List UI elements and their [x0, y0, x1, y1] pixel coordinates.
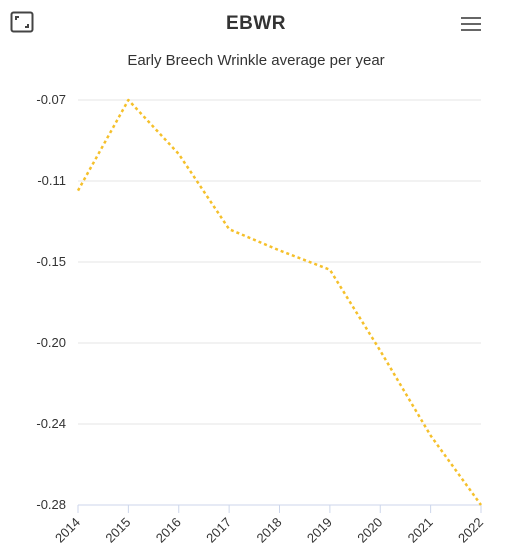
x-tick-label: 2016: [153, 515, 184, 546]
data-point[interactable]: [174, 149, 184, 159]
data-point[interactable]: [224, 224, 234, 234]
data-point[interactable]: [275, 245, 285, 255]
hamburger-menu-icon[interactable]: [459, 14, 485, 36]
data-point[interactable]: [476, 500, 486, 510]
data-point[interactable]: [73, 186, 83, 196]
x-tick-label: 2020: [354, 515, 385, 546]
data-point[interactable]: [325, 265, 335, 275]
data-point[interactable]: [123, 95, 133, 105]
y-tick-label: -0.20: [36, 335, 66, 350]
chart-subtitle: Early Breech Wrinkle average per year: [127, 52, 385, 69]
x-tick-label: 2021: [405, 515, 436, 546]
x-tick-label: 2015: [102, 515, 133, 546]
x-tick-label: 2019: [304, 515, 335, 546]
data-point[interactable]: [375, 346, 385, 356]
x-tick-label: 2017: [203, 515, 234, 546]
series-line[interactable]: [76, 98, 483, 506]
y-tick-label: -0.24: [36, 416, 66, 431]
data-point[interactable]: [426, 431, 436, 441]
x-tick-label: 2022: [455, 515, 486, 546]
chart-title: EBWR: [225, 13, 287, 34]
x-tick-label: 2014: [52, 515, 83, 546]
expand-icon[interactable]: [10, 11, 34, 33]
x-tick-label: 2018: [254, 515, 285, 546]
chart-header: EBWR: [0, 0, 512, 50]
y-tick-label: -0.28: [36, 497, 66, 512]
y-tick-label: -0.15: [36, 254, 66, 269]
y-tick-label: -0.07: [36, 92, 66, 107]
y-tick-label: -0.11: [37, 173, 66, 188]
